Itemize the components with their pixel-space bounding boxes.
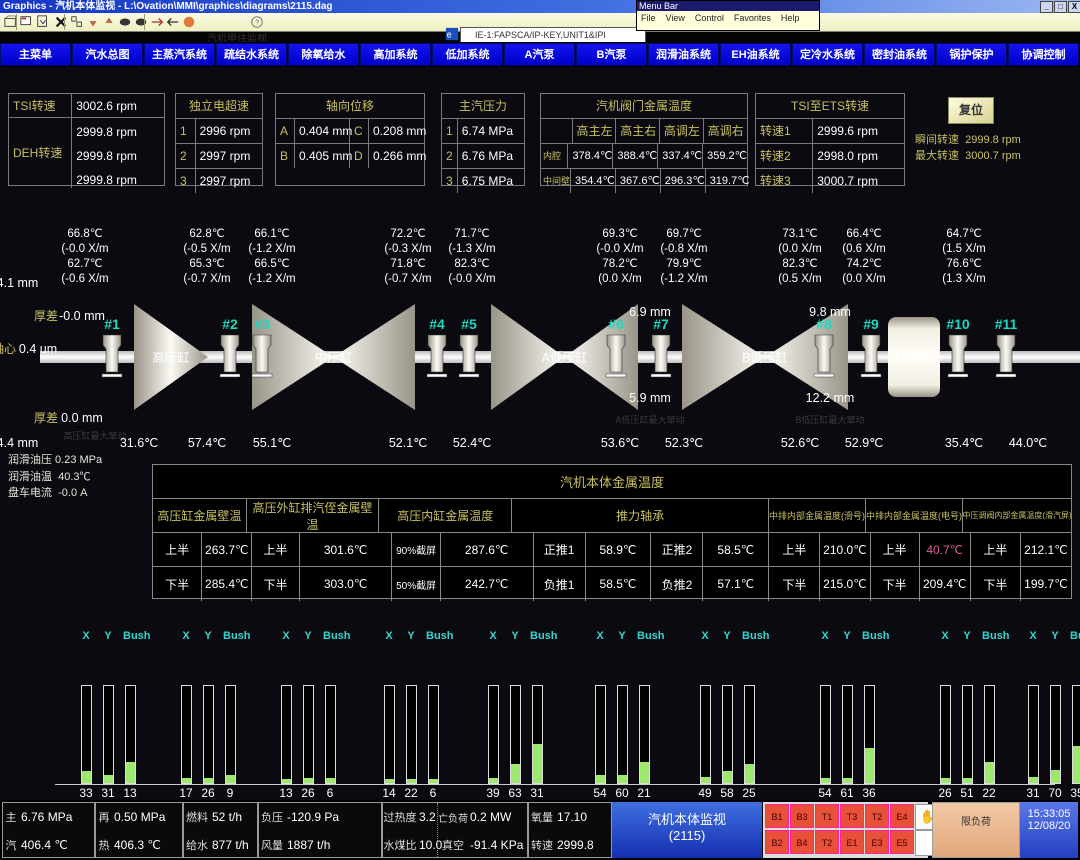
svg-text:52.4℃: 52.4℃	[453, 436, 491, 450]
svg-text:高压缸最大窜动: 高压缸最大窜动	[63, 430, 126, 441]
svg-text:(-0.0 X/m: (-0.0 X/m	[61, 243, 108, 255]
svg-text:66.4℃: 66.4℃	[846, 228, 881, 240]
svg-text:71.8℃: 71.8℃	[390, 258, 425, 270]
svg-text:69.3℃: 69.3℃	[602, 228, 637, 240]
svg-text:中压缸: 中压缸	[315, 350, 353, 365]
svg-text:52.1℃: 52.1℃	[389, 436, 427, 450]
svg-text:#9: #9	[863, 316, 879, 332]
svg-text:#11: #11	[995, 316, 1018, 332]
svg-text:(0.0 X/m: (0.0 X/m	[778, 243, 821, 255]
svg-text:9.8 mm: 9.8 mm	[809, 305, 851, 319]
svg-text:(-0.0 X/m: (-0.0 X/m	[448, 273, 495, 285]
svg-text:66.8℃: 66.8℃	[67, 228, 102, 240]
svg-text:78.2℃: 78.2℃	[602, 258, 637, 270]
svg-text:71.7℃: 71.7℃	[454, 228, 489, 240]
svg-text:B低压缸: B低压缸	[742, 350, 788, 365]
svg-text:高压缸: 高压缸	[152, 350, 190, 365]
svg-text:#5: #5	[461, 316, 477, 332]
svg-text:24.4 mm: 24.4 mm	[0, 436, 38, 450]
svg-text:(-0.0 X/m: (-0.0 X/m	[596, 243, 643, 255]
svg-text:73.1℃: 73.1℃	[782, 228, 817, 240]
svg-text:A低压缸最大窜动: A低压缸最大窜动	[615, 414, 684, 425]
svg-text:31.6℃: 31.6℃	[120, 436, 158, 450]
svg-text:(-0.7 X/m: (-0.7 X/m	[183, 273, 230, 285]
svg-text:?: ?	[255, 20, 259, 27]
svg-text:-0.0 mm: -0.0 mm	[59, 309, 105, 323]
svg-text:62.8℃: 62.8℃	[189, 228, 224, 240]
svg-text:(-1.2 X/m: (-1.2 X/m	[660, 273, 707, 285]
svg-text:(0.0 X/m: (0.0 X/m	[842, 273, 885, 285]
svg-text:#4: #4	[429, 316, 445, 332]
svg-text:12.2 mm: 12.2 mm	[806, 391, 855, 405]
svg-text:52.3℃: 52.3℃	[665, 436, 703, 450]
svg-text:(1.3 X/m: (1.3 X/m	[942, 273, 985, 285]
svg-text:57.4℃: 57.4℃	[188, 436, 226, 450]
svg-text:(-0.7 X/m: (-0.7 X/m	[384, 273, 431, 285]
svg-text:6.9 mm: 6.9 mm	[629, 305, 671, 319]
svg-text:发电机: 发电机	[895, 350, 933, 365]
svg-text:55.1℃: 55.1℃	[253, 436, 291, 450]
svg-text:82.3℃: 82.3℃	[454, 258, 489, 270]
svg-text:66.1℃: 66.1℃	[254, 228, 289, 240]
svg-text:(1.5 X/m: (1.5 X/m	[942, 243, 985, 255]
svg-text:厚差: 厚差	[34, 411, 58, 425]
svg-text:5.9 mm: 5.9 mm	[629, 391, 671, 405]
svg-text:e: e	[447, 30, 452, 40]
svg-text:#6: #6	[608, 316, 624, 332]
svg-text:65.3℃: 65.3℃	[189, 258, 224, 270]
svg-text:(-1.3 X/m: (-1.3 X/m	[448, 243, 495, 255]
svg-text:#3: #3	[254, 316, 270, 332]
svg-text:(0.0 X/m: (0.0 X/m	[598, 273, 641, 285]
svg-text:0.0 mm: 0.0 mm	[61, 411, 103, 425]
svg-text:52.9℃: 52.9℃	[845, 436, 883, 450]
svg-text:(0.6 X/m: (0.6 X/m	[842, 243, 885, 255]
svg-text:76.6℃: 76.6℃	[946, 258, 981, 270]
svg-text:66.5℃: 66.5℃	[254, 258, 289, 270]
svg-text:#1: #1	[104, 316, 120, 332]
svg-text:(-0.5 X/m: (-0.5 X/m	[183, 243, 230, 255]
svg-text:24.1 mm: 24.1 mm	[0, 276, 38, 290]
svg-text:53.6℃: 53.6℃	[601, 436, 639, 450]
svg-text:#10: #10	[946, 316, 970, 332]
svg-text:A低压缸: A低压缸	[542, 350, 588, 365]
svg-text:44.0℃: 44.0℃	[1009, 436, 1047, 450]
svg-text:52.6℃: 52.6℃	[781, 436, 819, 450]
svg-text:62.7℃: 62.7℃	[67, 258, 102, 270]
svg-text:74.2℃: 74.2℃	[846, 258, 881, 270]
svg-text:64.7℃: 64.7℃	[946, 228, 981, 240]
svg-text:(-0.3 X/m: (-0.3 X/m	[384, 243, 431, 255]
svg-text:35.4℃: 35.4℃	[945, 436, 983, 450]
svg-text:69.7℃: 69.7℃	[666, 228, 701, 240]
svg-text:厚差: 厚差	[34, 309, 58, 323]
svg-text:(-0.8 X/m: (-0.8 X/m	[660, 243, 707, 255]
svg-text:B低压缸最大窜动: B低压缸最大窜动	[795, 414, 864, 425]
svg-text:(-1.2 X/m: (-1.2 X/m	[248, 243, 295, 255]
svg-text:(-0.6 X/m: (-0.6 X/m	[61, 273, 108, 285]
svg-text:#2: #2	[222, 316, 238, 332]
svg-text:0.4 um: 0.4 um	[19, 342, 57, 356]
svg-text:(-1.2 X/m: (-1.2 X/m	[248, 273, 295, 285]
svg-text:82.3℃: 82.3℃	[782, 258, 817, 270]
svg-text:轴心: 轴心	[0, 341, 16, 356]
svg-text:(0.5 X/m: (0.5 X/m	[778, 273, 821, 285]
svg-text:72.2℃: 72.2℃	[390, 228, 425, 240]
svg-text:79.9℃: 79.9℃	[666, 258, 701, 270]
